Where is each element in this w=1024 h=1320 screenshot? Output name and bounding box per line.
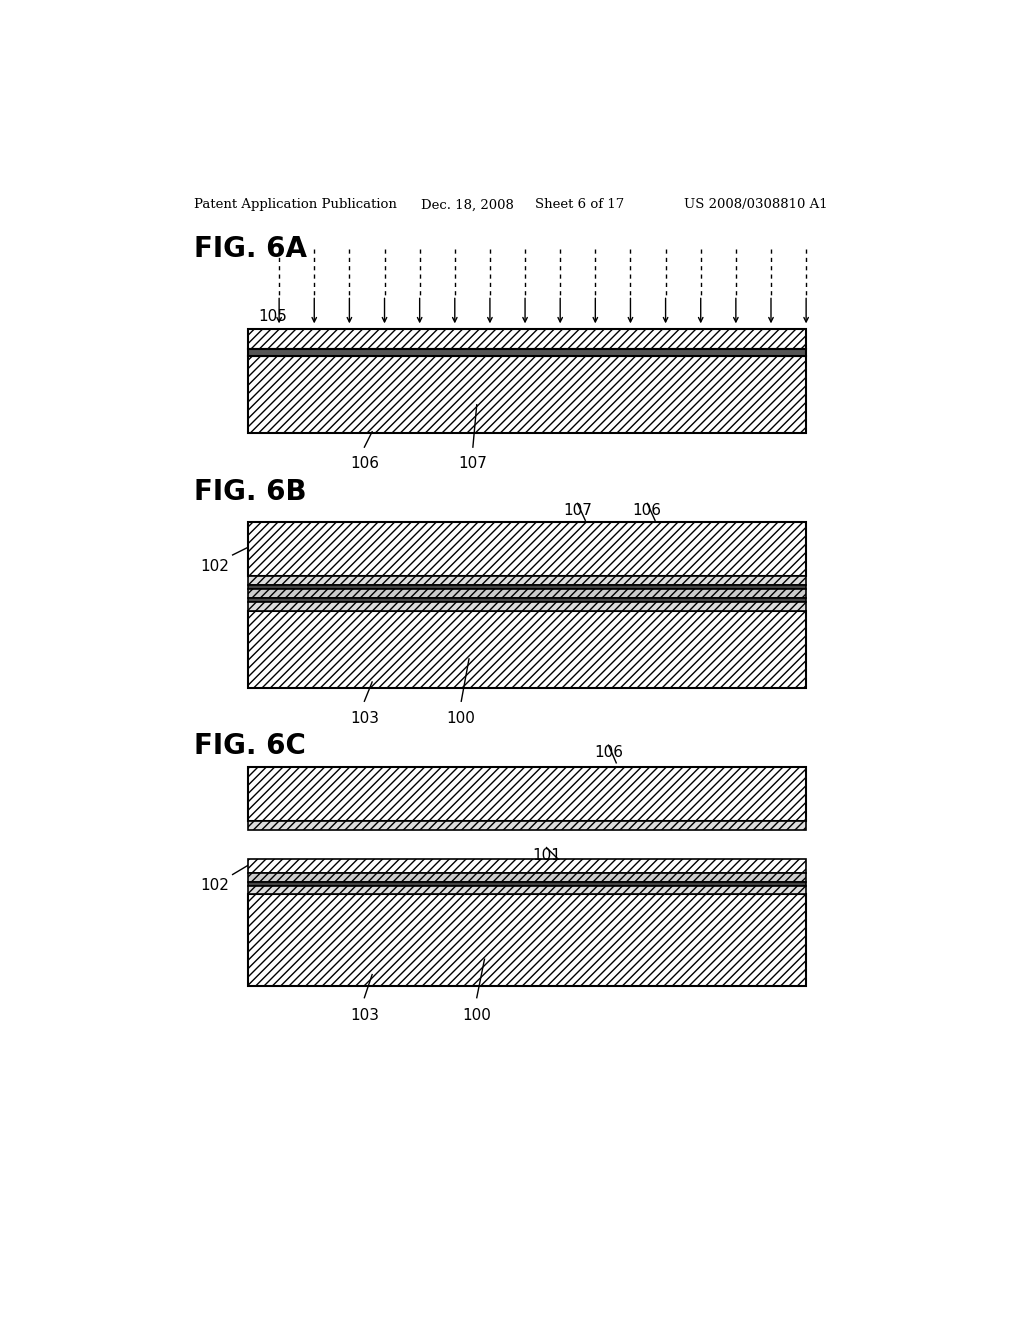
- Bar: [248, 886, 806, 894]
- Text: FIG. 6C: FIG. 6C: [194, 733, 306, 760]
- Text: 101: 101: [532, 847, 561, 862]
- Text: 102: 102: [200, 878, 228, 894]
- Bar: [248, 576, 806, 585]
- Bar: [248, 767, 806, 821]
- Bar: [248, 873, 806, 882]
- Bar: [248, 585, 806, 589]
- Bar: [248, 348, 806, 356]
- Text: 107: 107: [459, 457, 487, 471]
- Bar: [248, 356, 806, 433]
- Bar: [248, 894, 806, 986]
- Bar: [248, 598, 806, 602]
- Text: Patent Application Publication: Patent Application Publication: [194, 198, 396, 211]
- Text: 103: 103: [350, 711, 379, 726]
- Text: 107: 107: [563, 503, 592, 519]
- Text: 106: 106: [633, 503, 662, 519]
- Bar: [248, 602, 806, 611]
- Text: FIG. 6B: FIG. 6B: [194, 478, 306, 506]
- Bar: [248, 589, 806, 598]
- Text: 102: 102: [200, 558, 228, 574]
- Text: Sheet 6 of 17: Sheet 6 of 17: [535, 198, 624, 211]
- Text: 103: 103: [350, 1007, 379, 1023]
- Bar: [248, 521, 806, 576]
- Bar: [248, 882, 806, 886]
- Text: 106: 106: [594, 744, 623, 760]
- Text: Dec. 18, 2008: Dec. 18, 2008: [421, 198, 514, 211]
- Bar: [248, 821, 806, 830]
- Bar: [248, 611, 806, 688]
- Bar: [248, 859, 806, 873]
- Text: 105: 105: [258, 309, 287, 323]
- Text: 100: 100: [446, 711, 476, 726]
- Bar: [248, 330, 806, 348]
- Text: 100: 100: [462, 1007, 492, 1023]
- Text: 106: 106: [350, 457, 379, 471]
- Text: FIG. 6A: FIG. 6A: [194, 235, 307, 264]
- Text: US 2008/0308810 A1: US 2008/0308810 A1: [684, 198, 828, 211]
